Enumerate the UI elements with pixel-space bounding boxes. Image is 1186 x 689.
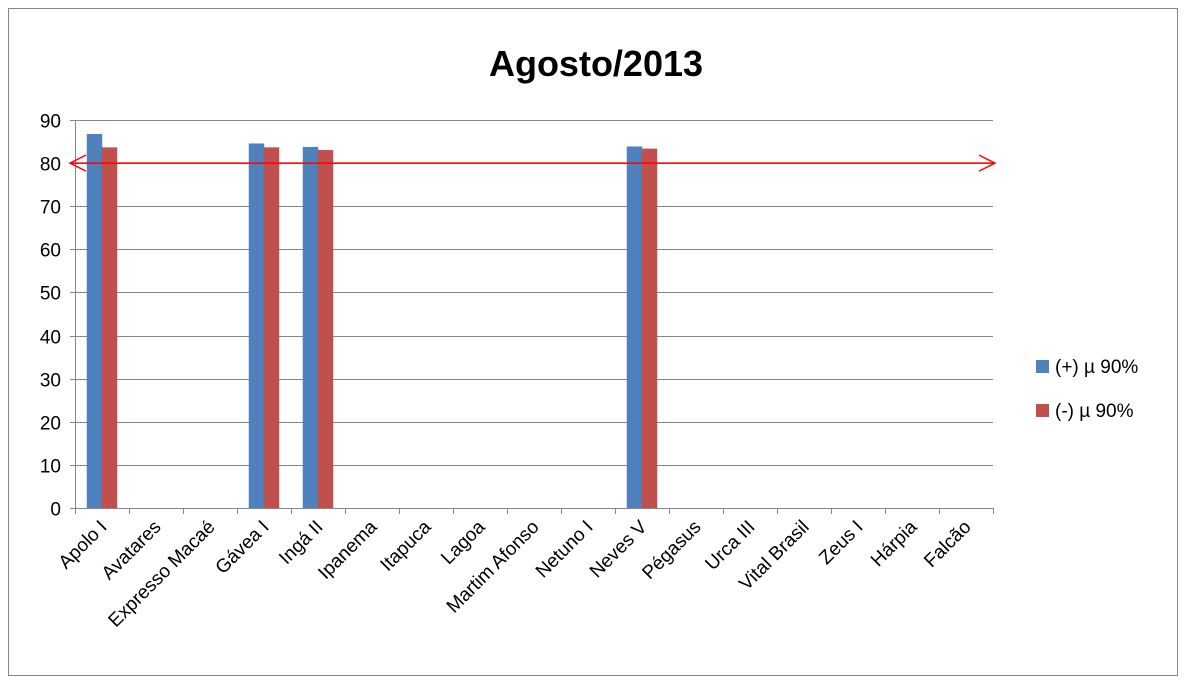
bar — [101, 147, 118, 509]
reference-arrow-right — [978, 154, 997, 172]
y-tick-label: 70 — [40, 198, 61, 219]
y-tick-label: 90 — [40, 112, 61, 133]
bar — [626, 146, 643, 509]
bar — [263, 147, 280, 509]
bar — [641, 148, 658, 509]
chart-border — [8, 8, 1178, 676]
y-tick-label: 80 — [40, 155, 61, 176]
bar — [302, 146, 319, 509]
bar — [86, 133, 103, 509]
chart-title: Agosto/2013 — [489, 43, 703, 84]
y-tick-label: 10 — [40, 457, 61, 478]
y-tick-label: 60 — [40, 241, 61, 262]
y-tick-label: 20 — [40, 414, 61, 435]
bar — [317, 149, 334, 509]
bars — [86, 133, 658, 509]
legend: (+) µ 90% (-) µ 90% — [1036, 357, 1138, 422]
bar — [248, 143, 265, 509]
legend-swatch — [1036, 404, 1049, 417]
y-tick-label: 40 — [40, 328, 61, 349]
y-tick-label: 50 — [40, 284, 61, 305]
y-tick-label: 30 — [40, 371, 61, 392]
y-tick-label: 0 — [50, 500, 61, 521]
legend-label: (+) µ 90% — [1055, 357, 1138, 378]
legend-swatch — [1036, 360, 1049, 373]
reference-arrow-left — [68, 154, 87, 172]
reference-line — [68, 154, 997, 172]
legend-label: (-) µ 90% — [1055, 401, 1134, 422]
gridlines — [75, 120, 993, 466]
